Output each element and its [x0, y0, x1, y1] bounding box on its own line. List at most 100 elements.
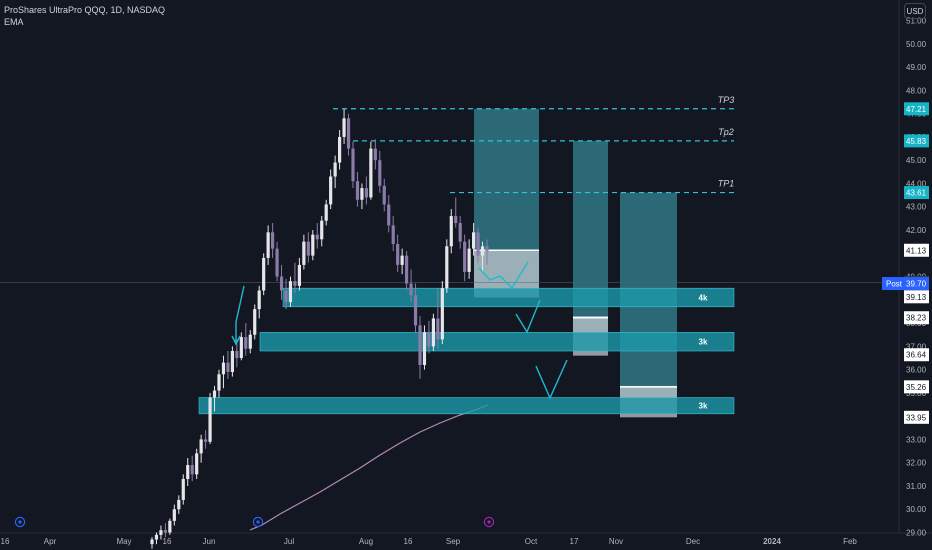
y-tick-label: 32.00 — [906, 459, 927, 468]
price-label-bg — [904, 348, 929, 362]
candle-body — [284, 290, 288, 303]
candle-45 — [351, 141, 355, 189]
candle-18 — [230, 346, 234, 377]
candle-33 — [297, 257, 301, 291]
price-label-text: 39.70 — [906, 280, 927, 289]
candle-body — [396, 243, 400, 265]
candle-25 — [262, 253, 266, 296]
candle-9 — [190, 455, 194, 482]
candle-28 — [275, 241, 279, 282]
symbol-title[interactable]: ProShares UltraPro QQQ, 1D, NASDAQ — [4, 5, 166, 15]
support-zone-3 — [198, 397, 735, 415]
candle-body — [293, 281, 297, 286]
post-tag-text: Post — [886, 280, 903, 289]
candle-68 — [454, 197, 458, 228]
target-label-3: TP1 — [718, 179, 735, 189]
candle-12 — [204, 430, 208, 449]
candle-40 — [329, 169, 333, 210]
candle-body — [262, 257, 266, 291]
y-tick-label: 30.00 — [906, 505, 927, 514]
candle-body — [382, 185, 386, 205]
candle-4 — [168, 518, 172, 535]
candle-body — [297, 264, 301, 286]
candle-body — [306, 241, 310, 256]
candle-body — [275, 248, 279, 277]
x-tick-label: Oct — [525, 537, 538, 546]
candle-53 — [387, 195, 391, 233]
y-tick-label: 51.00 — [906, 17, 927, 26]
x-tick-label: Jul — [284, 537, 294, 546]
candle-body — [186, 465, 190, 479]
candle-42 — [338, 129, 342, 170]
price-label-text: 39.13 — [906, 293, 927, 302]
candle-body — [320, 220, 324, 240]
price-label-text: 33.95 — [906, 413, 927, 422]
candle-67 — [449, 209, 453, 254]
price-label-4: 41.13 — [904, 243, 929, 257]
candle-body — [431, 318, 435, 347]
candle-14 — [212, 385, 217, 412]
y-tick-label: 50.00 — [906, 40, 927, 49]
candle-body — [190, 465, 194, 475]
y-tick-label: 49.00 — [906, 63, 927, 72]
target-label-2: Tp2 — [718, 127, 734, 137]
candle-body — [418, 325, 422, 365]
event-marker-1 — [14, 516, 26, 528]
candle-body — [154, 534, 159, 540]
price-label-10: 35.26 — [904, 380, 929, 394]
candle-body — [467, 248, 471, 272]
pen-drawing-3 — [535, 359, 568, 400]
support-zone-label-3: 3k — [699, 402, 708, 411]
candle-3 — [163, 523, 167, 538]
candle-body — [172, 509, 176, 521]
candle-29 — [279, 264, 284, 300]
candle-1 — [154, 532, 159, 545]
candle-62 — [427, 320, 431, 354]
target-label-1: TP3 — [718, 95, 735, 105]
candle-71 — [467, 239, 471, 279]
candle-body — [266, 232, 270, 258]
candle-61 — [422, 325, 427, 370]
candle-31 — [288, 276, 293, 307]
candle-63 — [431, 313, 435, 352]
candle-body — [199, 439, 203, 454]
candle-body — [400, 255, 404, 265]
post-tag-bg — [882, 277, 904, 291]
y-tick-label: 45.00 — [906, 156, 927, 165]
candle-5 — [172, 504, 176, 526]
candle-body — [204, 439, 208, 442]
support-zone-1 — [282, 287, 735, 308]
candle-body — [373, 148, 377, 161]
currency-button[interactable]: USD — [904, 3, 926, 19]
candle-41 — [333, 155, 337, 189]
candle-13 — [208, 392, 212, 445]
y-tick-label: 31.00 — [906, 482, 927, 491]
candle-60 — [418, 316, 422, 379]
candle-57 — [405, 250, 409, 291]
price-label-bg — [904, 186, 929, 200]
candle-11 — [199, 434, 203, 463]
candle-body — [239, 337, 243, 358]
candle-74 — [480, 241, 485, 272]
price-label-bg — [904, 290, 929, 304]
y-tick-label: 44.00 — [906, 179, 927, 188]
candle-56 — [400, 248, 404, 275]
price-label-bg — [904, 134, 929, 148]
x-tick-label: 2024 — [763, 537, 781, 546]
candle-body — [212, 390, 217, 398]
ema-indicator-label[interactable]: EMA — [4, 17, 24, 27]
candle-19 — [235, 339, 239, 368]
candle-body — [427, 332, 431, 347]
candle-body — [449, 216, 453, 247]
price-label-3: 43.61 — [904, 186, 929, 200]
x-tick-label: Nov — [609, 537, 623, 546]
candle-58 — [409, 269, 413, 303]
candle-body — [159, 530, 163, 535]
candle-body — [279, 276, 284, 291]
price-label-text: 38.23 — [906, 314, 927, 323]
candle-50 — [373, 139, 377, 170]
candle-66 — [445, 239, 449, 293]
x-tick-label: 16 — [1, 537, 10, 546]
